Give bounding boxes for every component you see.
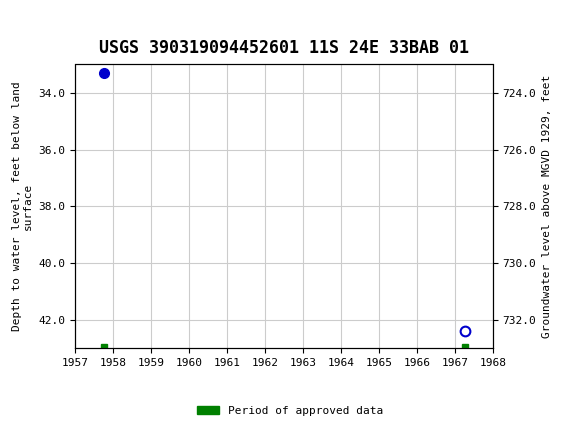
Legend: Period of approved data: Period of approved data <box>193 401 387 420</box>
Title: USGS 390319094452601 11S 24E 33BAB 01: USGS 390319094452601 11S 24E 33BAB 01 <box>99 40 469 57</box>
Text: ≡USGS: ≡USGS <box>9 9 63 27</box>
Y-axis label: Depth to water level, feet below land
surface: Depth to water level, feet below land su… <box>12 82 33 331</box>
Y-axis label: Groundwater level above MGVD 1929, feet: Groundwater level above MGVD 1929, feet <box>542 75 552 338</box>
